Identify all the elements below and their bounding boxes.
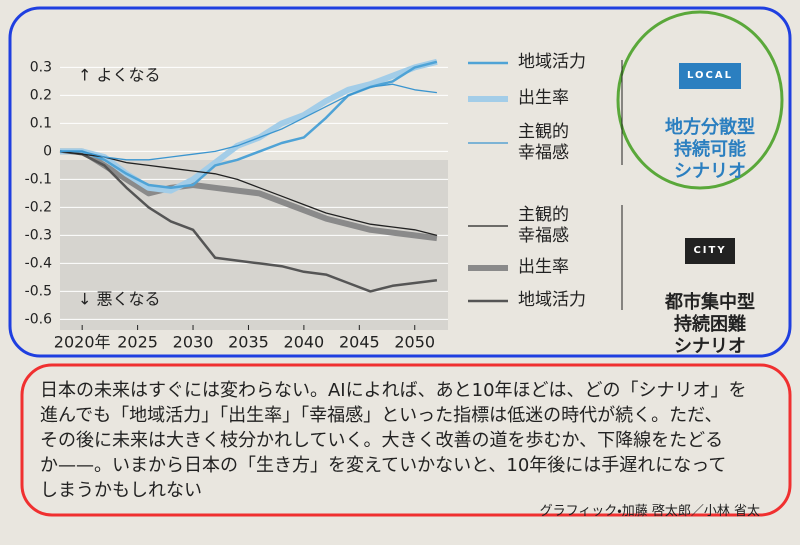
negative-area [60, 160, 448, 330]
scenario-local: LOCAL 地方分散型 持続可能 シナリオ [640, 40, 780, 183]
y-tick-label: 0.2 [30, 87, 52, 103]
legend-swatch [468, 299, 508, 302]
legend-label: 出生率 [518, 257, 569, 277]
scenario-label: 都市集中型 持続困難 シナリオ [665, 292, 755, 357]
credit: グラフィック・加藤 啓太郎／小林 省太 [539, 504, 760, 519]
y-tick-label: 0.1 [30, 115, 52, 131]
annotation: ↑ よくなる [78, 65, 161, 84]
article: 日本の未来はすぐには変わらない。AIによれば、あと10年ほどは、どの「シナリオ」… [40, 378, 747, 503]
x-tick-label: 2030 [173, 333, 214, 352]
legend-swatch [468, 264, 508, 271]
legend-swatch [468, 61, 508, 64]
legend-swatch [468, 225, 508, 227]
article-line: 日本の未来はすぐには変わらない。AIによれば、あと10年ほどは、どの「シナリオ」… [40, 380, 747, 401]
x-tick-label: 2040 [284, 333, 325, 352]
series-line [60, 148, 438, 242]
green-outline [616, 10, 784, 190]
article-line: か——。いまから日本の「生き方」を変えていかないと、10年後には手遅れになって [40, 455, 727, 476]
scenario-label: 地方分散型 持続可能 シナリオ [665, 117, 755, 182]
x-tick-label: 2035 [228, 333, 269, 352]
scenario-badge: CITY [685, 238, 735, 264]
legend-item: 出生率 [468, 88, 569, 109]
x-tick-label: 2025 [117, 333, 158, 352]
blue-outline [8, 6, 792, 358]
scenario-city: CITY 都市集中型 持続困難 シナリオ [640, 215, 780, 358]
y-tick-label: 0 [43, 143, 52, 159]
legend-label: 主観的 幸福感 [518, 122, 569, 163]
article-line: その後に未来は大きく枝分かれしていく。大きく改善の道を歩むか、下降線をたどる [40, 430, 724, 451]
y-tick-label: -0.1 [25, 171, 52, 187]
x-tick-label: 2045 [339, 333, 380, 352]
x-tick-label: 2020年 [54, 333, 111, 352]
annotation: ↓ 悪くなる [78, 289, 161, 308]
y-tick-label: -0.5 [25, 283, 52, 299]
y-tick-label: 0.3 [30, 59, 52, 75]
x-tick-label: 2050 [394, 333, 435, 352]
series-line [59, 150, 438, 293]
series-line [59, 150, 438, 237]
y-tick-label: -0.4 [25, 255, 52, 271]
y-tick-label: -0.2 [25, 199, 52, 215]
legend-label: 出生率 [518, 88, 569, 108]
legend-item: 地域活力 [468, 52, 586, 73]
legend-label: 地域活力 [518, 290, 586, 310]
article-line: しまうかもしれない [40, 480, 202, 501]
series-line [60, 83, 437, 161]
legend-swatch [468, 142, 508, 144]
legend-swatch [468, 95, 508, 102]
scenario-badge: LOCAL [679, 63, 741, 89]
legend-item: 主観的 幸福感 [468, 122, 569, 164]
red-outline [20, 363, 792, 517]
legend-label: 主観的 幸福感 [518, 205, 569, 246]
article-line: 進んでも「地域活力」「出生率」「幸福感」といった指標は低迷の時代が続く。ただ、 [40, 405, 723, 426]
legend-item: 主観的 幸福感 [468, 205, 569, 247]
y-tick-label: -0.6 [25, 311, 52, 327]
y-tick-label: -0.3 [25, 227, 52, 243]
legend-item: 地域活力 [468, 290, 586, 311]
legend-item: 出生率 [468, 257, 569, 278]
legend-label: 地域活力 [518, 52, 586, 72]
